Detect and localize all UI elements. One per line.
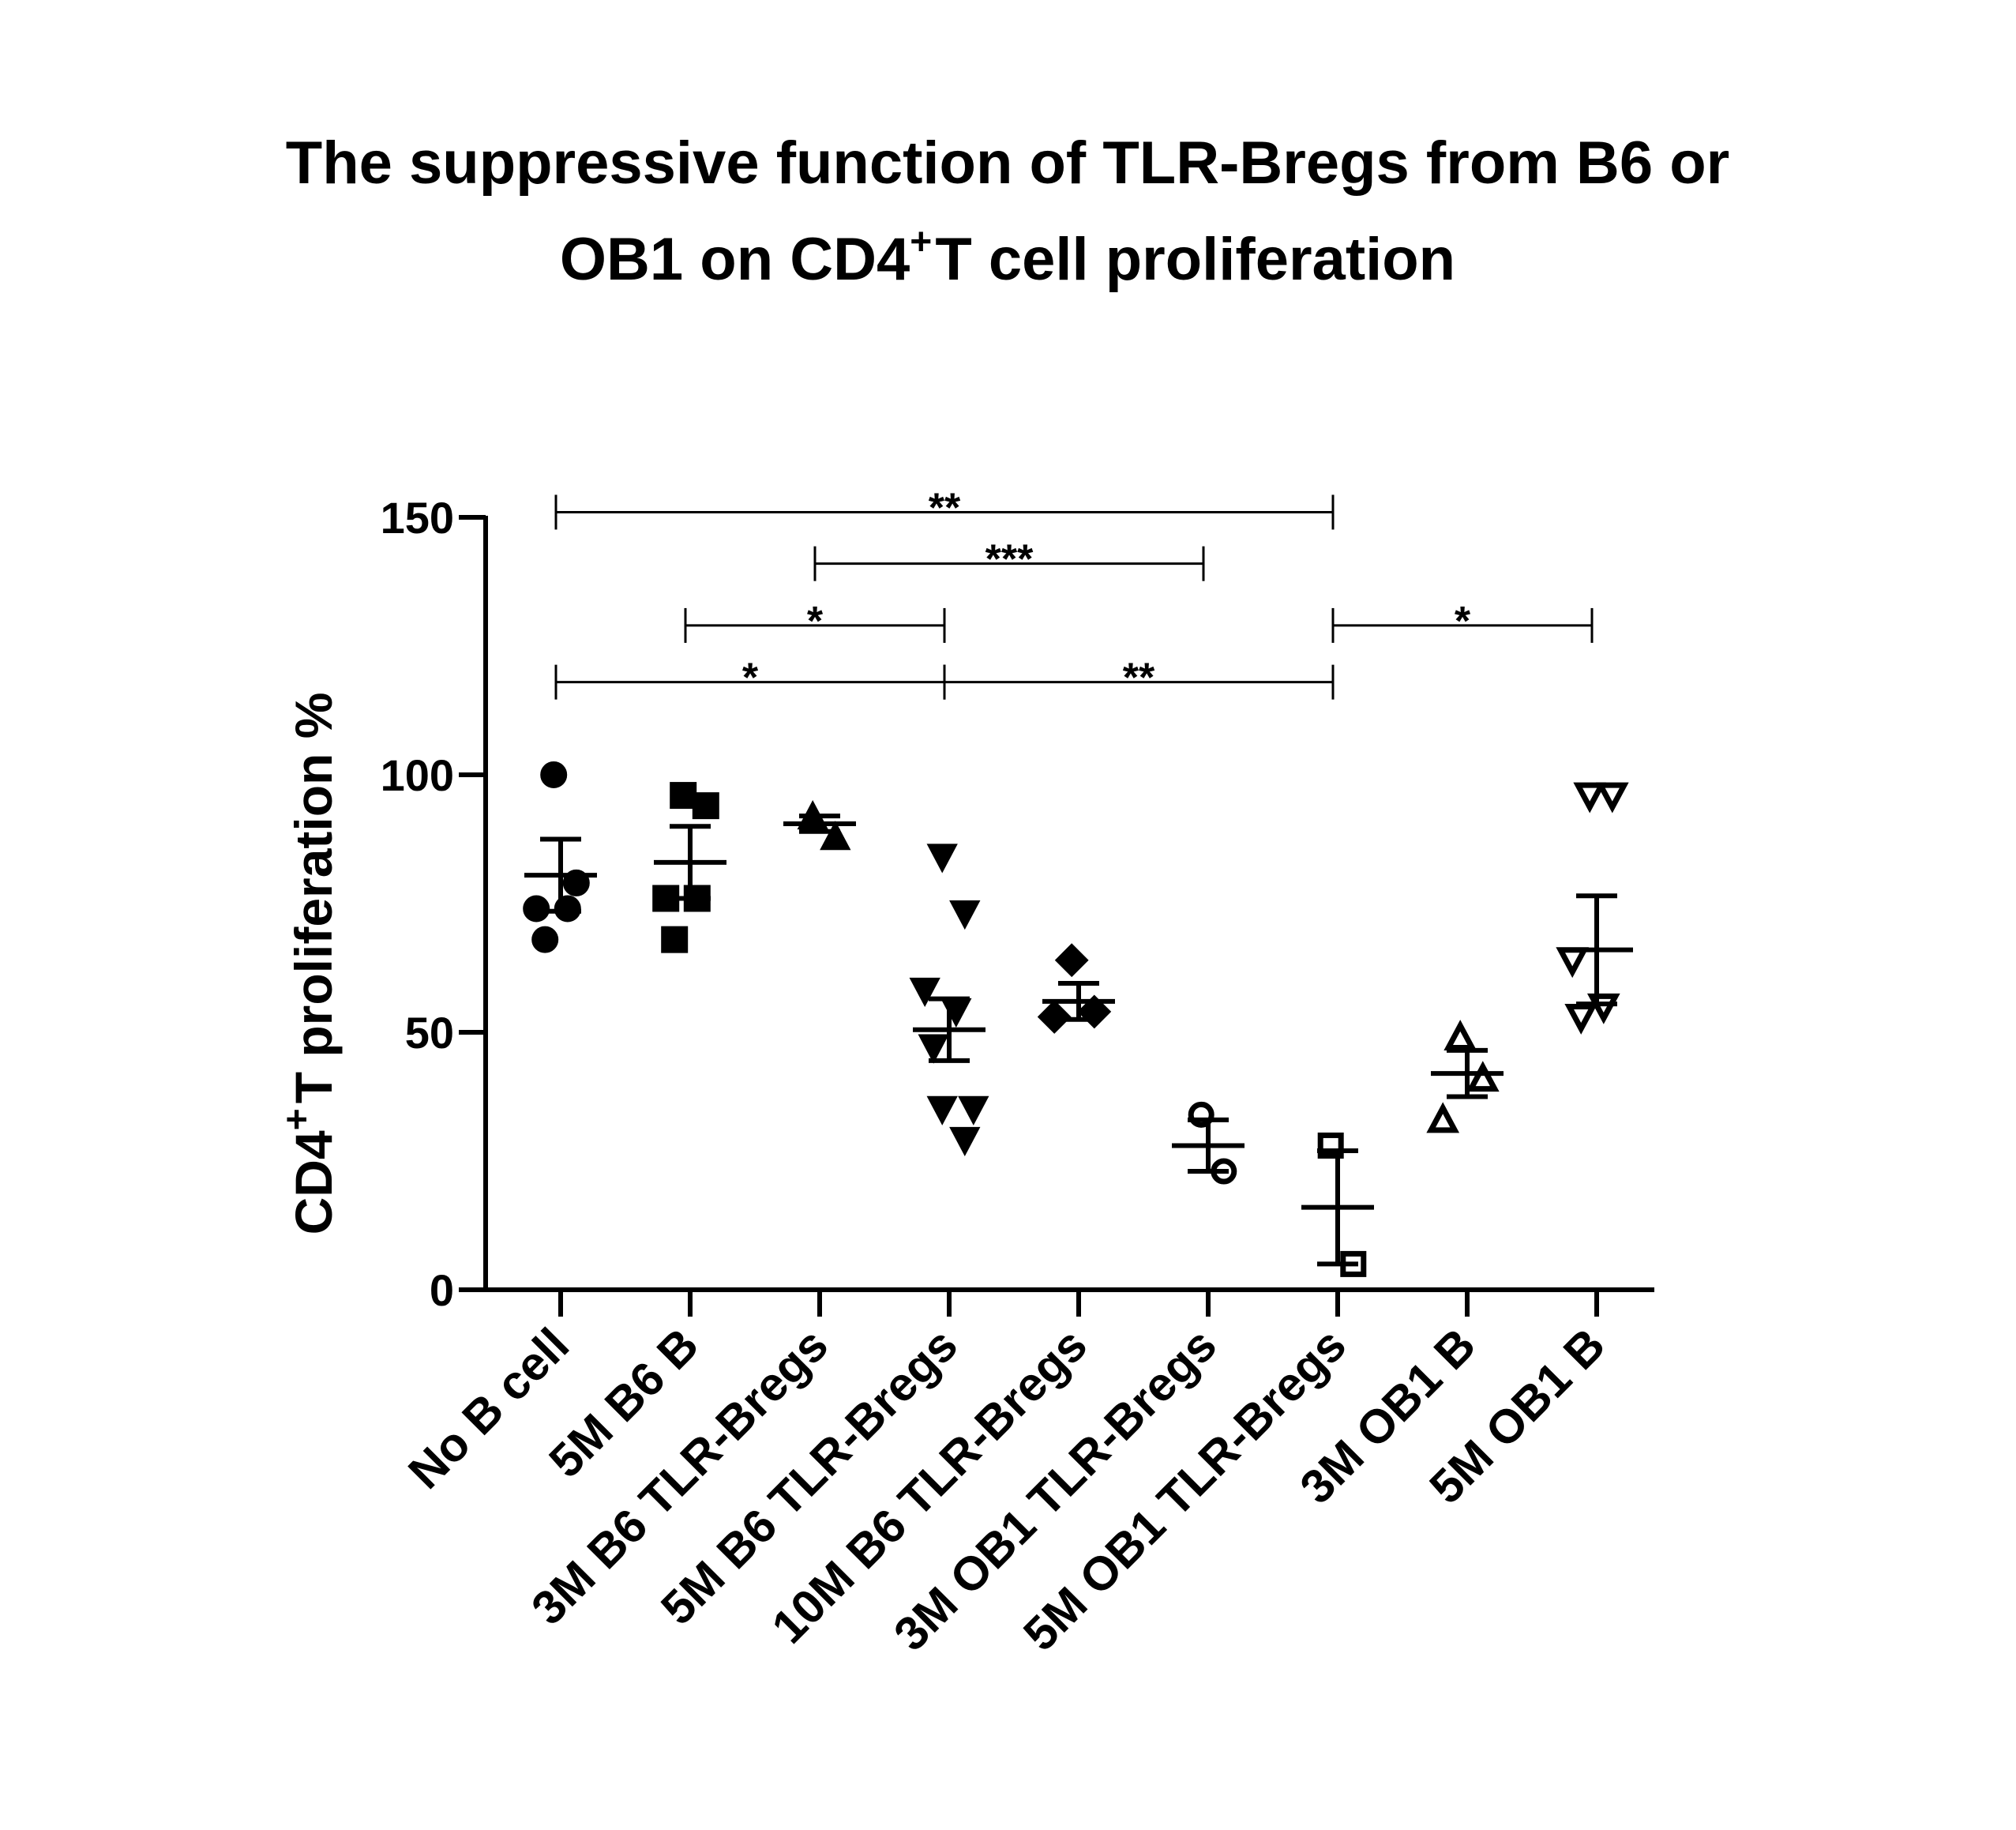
significance-brackets: ******* *** bbox=[554, 485, 1594, 701]
chart-title-line1: The suppressive function of TLR-Bregs fr… bbox=[286, 130, 1729, 197]
significance-label: ** bbox=[929, 485, 961, 531]
title-line2-sup: + bbox=[910, 221, 932, 263]
ylabel-post: T proliferation % bbox=[284, 693, 343, 1104]
data-point-circle bbox=[531, 926, 559, 953]
data-point-triangle-down bbox=[926, 844, 958, 874]
title-line2-pre: OB1 on CD4 bbox=[560, 226, 910, 293]
data-point-diamond bbox=[1054, 943, 1089, 978]
y-tick-label: 100 bbox=[381, 750, 454, 800]
error-bars bbox=[524, 814, 1633, 1267]
data-point-triangle-down bbox=[926, 1095, 958, 1125]
data-point-triangle-down bbox=[940, 998, 972, 1028]
significance-label: * bbox=[1455, 599, 1471, 644]
title-line2-post: T cell proliferation bbox=[935, 226, 1455, 293]
chart-title-line2: OB1 on CD4+T cell proliferation bbox=[560, 221, 1455, 293]
data-point-triangle-up bbox=[820, 821, 851, 851]
significance-label: *** bbox=[985, 537, 1034, 583]
y-axis-label: CD4+ T proliferation % bbox=[276, 693, 343, 1235]
ylabel-pre: CD4 bbox=[284, 1130, 343, 1234]
significance-label: * bbox=[807, 599, 824, 644]
data-point-triangle-up bbox=[1443, 1020, 1477, 1051]
x-tick-label: No B cell bbox=[398, 1318, 579, 1499]
data-point-square bbox=[670, 782, 697, 810]
ylabel-sup: + bbox=[276, 1108, 318, 1130]
data-point-circle bbox=[540, 761, 568, 788]
data-point-triangle-down bbox=[1573, 782, 1607, 814]
data-point-triangle-down bbox=[909, 977, 940, 1007]
data-point-triangle-down bbox=[1556, 947, 1590, 979]
significance-label: * bbox=[742, 656, 759, 701]
data-point-circle bbox=[523, 895, 550, 923]
y-tick-label: 50 bbox=[405, 1008, 454, 1058]
data-point-triangle-up bbox=[1466, 1061, 1500, 1092]
data-point-diamond bbox=[1037, 1000, 1072, 1034]
data-point-triangle-down bbox=[918, 1034, 949, 1064]
significance-label: ** bbox=[1123, 656, 1155, 701]
axes: 0 50 100 150 bbox=[381, 493, 1654, 1315]
data-point-triangle-down bbox=[949, 900, 981, 930]
y-tick-label: 0 bbox=[430, 1265, 454, 1315]
data-point-triangle-down bbox=[1595, 782, 1629, 814]
data-point-triangle-down bbox=[958, 1095, 989, 1125]
data-point-square bbox=[661, 926, 689, 953]
data-point-triangle-down bbox=[1564, 1003, 1598, 1035]
data-point-square bbox=[692, 792, 719, 820]
y-tick-label: 150 bbox=[381, 493, 454, 543]
data-point-triangle-up bbox=[1426, 1102, 1460, 1133]
data-point-triangle-down bbox=[949, 1126, 981, 1157]
